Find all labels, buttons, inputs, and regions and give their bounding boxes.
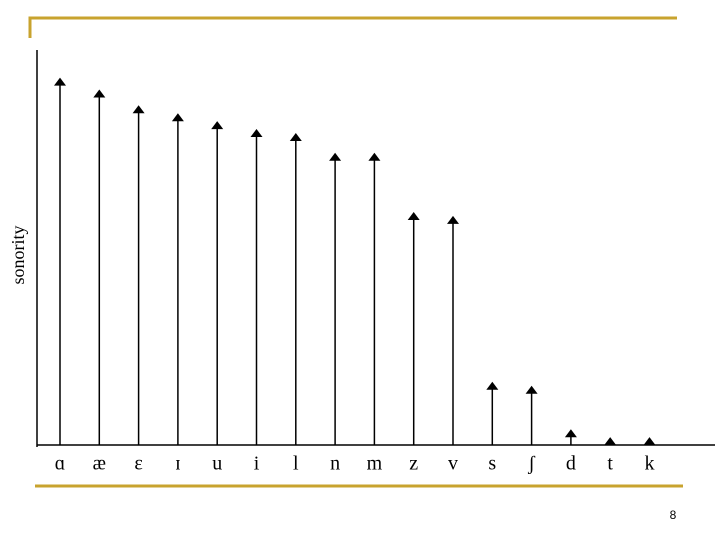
arrow-head xyxy=(171,113,184,122)
x-tick-label: ɛ xyxy=(134,453,142,475)
x-tick-label: ʃ xyxy=(527,453,535,475)
x-tick-label: ɑ xyxy=(55,453,65,475)
page-number: 8 xyxy=(670,508,677,522)
x-tick-label: k xyxy=(645,453,655,475)
x-tick-label: n xyxy=(330,453,340,475)
arrow-head xyxy=(604,437,617,446)
x-tick-label: l xyxy=(293,453,299,475)
arrow-head xyxy=(211,121,224,130)
x-tick-label: z xyxy=(409,453,418,475)
arrow-head xyxy=(643,437,656,446)
arrow-head xyxy=(447,215,459,224)
arrow-head xyxy=(368,152,381,161)
arrow-head xyxy=(54,77,66,86)
arrow-head xyxy=(525,385,538,394)
y-axis-label: sonority xyxy=(8,225,28,284)
x-tick-label: m xyxy=(367,453,383,475)
arrow-head xyxy=(486,381,499,390)
arrow-head xyxy=(407,211,420,220)
arrow-head xyxy=(250,129,263,137)
x-tick-label: u xyxy=(212,453,222,475)
x-tick-label: i xyxy=(254,453,260,475)
arrow-head xyxy=(93,89,106,98)
arrow-head xyxy=(564,429,577,438)
x-tick-label: æ xyxy=(93,453,106,475)
arrow-head xyxy=(329,152,342,161)
x-tick-label: d xyxy=(566,453,576,475)
x-tick-label: t xyxy=(607,453,613,475)
x-tick-label: v xyxy=(448,453,458,475)
x-tick-label: s xyxy=(488,453,496,475)
x-tick-label: ɪ xyxy=(175,453,181,475)
arrow-head xyxy=(289,132,302,141)
arrow-head xyxy=(132,105,145,114)
top-rule xyxy=(28,16,677,38)
